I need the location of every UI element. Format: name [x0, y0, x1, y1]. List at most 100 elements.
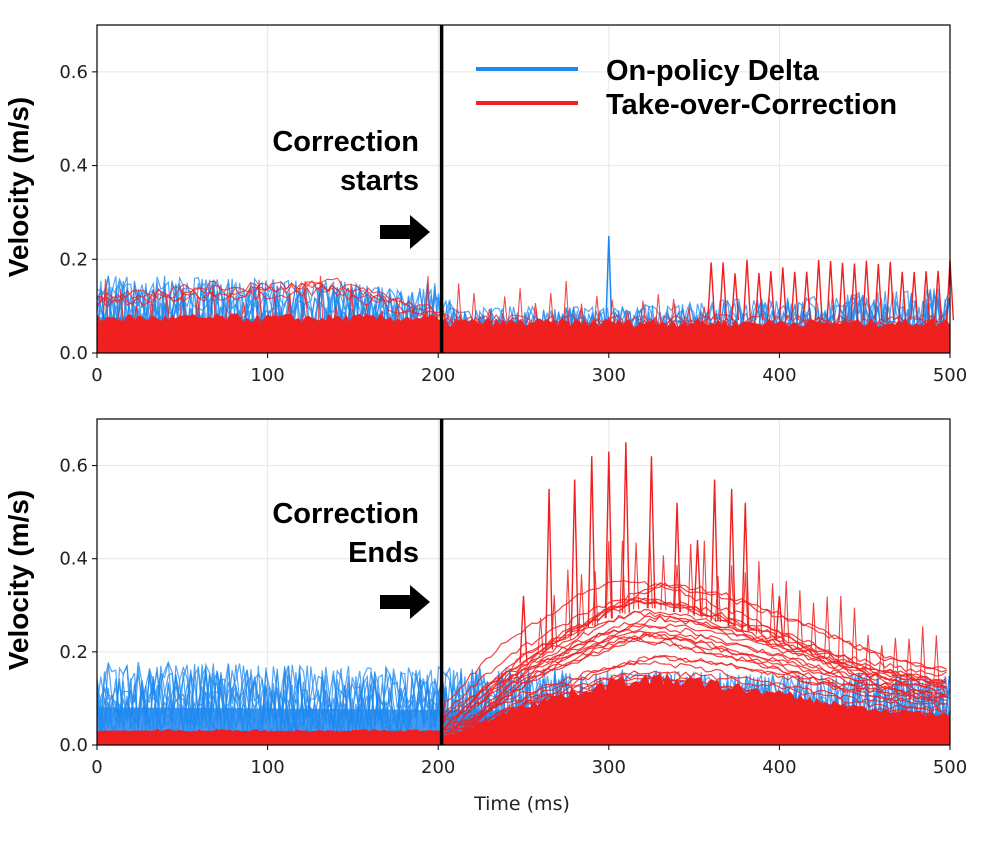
legend: On-policy Delta Take-over-Correction — [476, 55, 897, 121]
series-spike-red — [826, 260, 835, 321]
y-axis-label-bottom: Velocity (m/s) — [3, 490, 34, 671]
series-line-red — [96, 282, 947, 333]
series-spike-red — [117, 288, 124, 325]
series-spike-red — [632, 542, 640, 610]
series-spike-red — [886, 261, 895, 321]
series-spike-red — [810, 602, 817, 653]
series-spike-red — [718, 262, 728, 321]
legend-label-on-policy-delta: On-policy Delta — [606, 55, 820, 87]
series-spike-red — [470, 293, 478, 325]
series-spike-red — [286, 293, 293, 325]
series-spike-red — [778, 267, 787, 321]
series-spike-red — [570, 479, 579, 637]
x-tick-label: 300 — [592, 365, 626, 386]
series-spike-red — [639, 300, 647, 325]
x-tick-label: 200 — [421, 365, 455, 386]
series-spike-red — [701, 540, 708, 618]
series-spike-red — [537, 617, 544, 655]
series-spike-red — [163, 296, 171, 325]
y-tick-label: 0.4 — [59, 549, 88, 570]
series-spike-red — [179, 288, 186, 325]
series-spike-red — [922, 271, 931, 321]
x-tick-label: 100 — [250, 757, 284, 778]
series-spike-red — [655, 294, 662, 325]
series-spike-red — [769, 583, 776, 639]
series-spike-red — [424, 275, 432, 325]
series-spike-red — [672, 502, 682, 613]
series-spike-red — [933, 635, 940, 684]
series-spike-red — [605, 541, 612, 619]
series-spike-red — [878, 645, 885, 674]
series-spike-red — [547, 292, 554, 325]
y-tick-label: 0.2 — [59, 249, 88, 270]
series-spike-blue — [605, 235, 613, 316]
x-tick-label: 0 — [91, 757, 102, 778]
series-spike-red — [796, 590, 803, 648]
series-spike-red — [378, 310, 386, 325]
panel-bottom: 0 100 200 300 400 500 0.0 0.2 0.4 0.6 Velocity (… — [3, 418, 967, 815]
series-spike-red — [593, 295, 600, 325]
series-spike-red — [624, 310, 631, 325]
x-tick-label: 500 — [933, 365, 967, 386]
series-spike-red — [133, 306, 140, 325]
series-spike-red — [519, 595, 528, 664]
series-spike-red — [332, 305, 339, 325]
series-spike-red — [685, 308, 693, 325]
series-spike-red — [775, 595, 784, 641]
series-spike-red — [783, 580, 790, 644]
series-spike-red — [363, 303, 370, 325]
series-spike-red — [563, 280, 570, 325]
x-tick-label: 400 — [762, 365, 796, 386]
x-tick-label: 200 — [421, 757, 455, 778]
x-ticks-bottom: 0 100 200 300 400 500 — [91, 745, 967, 778]
series-spike-red — [790, 271, 799, 321]
series-spike-red — [898, 271, 907, 321]
x-tick-label: 500 — [933, 757, 967, 778]
series-spike-red — [837, 595, 844, 663]
x-tick-label: 0 — [91, 365, 102, 386]
series-spike-red — [714, 575, 722, 622]
series-spike-red — [209, 284, 217, 325]
series-spike-red — [701, 306, 708, 325]
series-spike-red — [604, 451, 613, 619]
series-band-red — [97, 672, 950, 745]
x-axis-label: Time (ms) — [473, 793, 570, 815]
panel-top: 0 100 200 300 400 500 0.0 0.2 0.4 0.6 Velocity (… — [3, 24, 967, 386]
y-tick-label: 0.4 — [59, 156, 88, 177]
series-spike-red — [693, 540, 702, 616]
series-spike-red — [727, 488, 736, 627]
series-spike-red — [850, 263, 859, 321]
series-spike-red — [544, 488, 554, 650]
y-tick-label: 0.0 — [59, 735, 88, 756]
series-spike-red — [102, 278, 109, 325]
series-spike-red — [621, 442, 630, 613]
series-spike-red — [670, 298, 677, 325]
series-spike-red — [742, 572, 749, 631]
series-spike-red — [673, 564, 681, 613]
series-spike-red — [501, 296, 508, 325]
x-tick-label: 300 — [592, 757, 626, 778]
y-ticks-top: 0.0 0.2 0.4 0.6 — [59, 62, 97, 364]
arrow-top-icon — [380, 215, 430, 249]
y-tick-label: 0.6 — [59, 62, 88, 83]
series-spike-red — [905, 638, 913, 679]
series-spike-red — [687, 543, 694, 615]
series-spike-red — [194, 295, 201, 325]
series-spike-red — [766, 271, 775, 321]
series-line-red — [96, 599, 947, 737]
series-spike-red — [919, 626, 926, 681]
axes-frame-top — [96, 24, 951, 354]
series-spike-red — [814, 260, 823, 321]
series-spike-red — [317, 275, 324, 325]
series-spike-red — [910, 272, 919, 321]
x-ticks-top: 0 100 200 300 400 500 — [91, 353, 967, 386]
series-spike-red — [851, 607, 858, 667]
series-spike-red — [874, 263, 883, 321]
series-spike-red — [754, 272, 764, 321]
series-spike-red — [730, 273, 740, 321]
series-spike-red — [660, 555, 667, 611]
series-take-over-correction-top — [96, 259, 955, 353]
series-spike-red — [516, 288, 524, 325]
series-spike-red — [646, 534, 653, 609]
